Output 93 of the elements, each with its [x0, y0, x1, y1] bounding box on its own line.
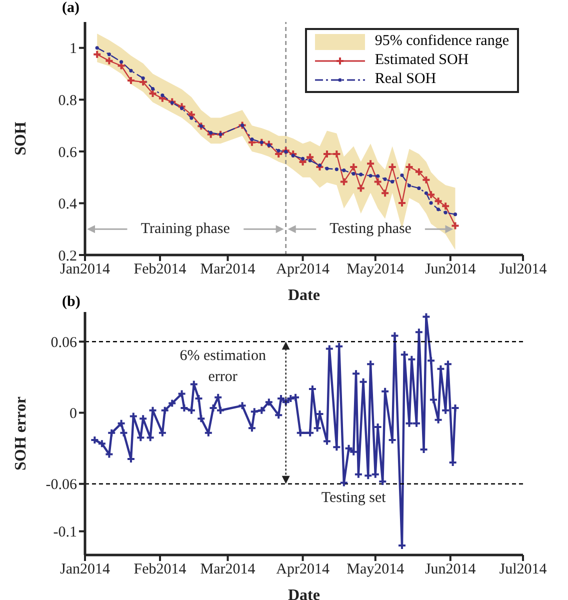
point — [95, 46, 99, 50]
y-tick-label: -0.1 — [53, 524, 77, 541]
chart-title: (a) — [62, 0, 80, 17]
point — [120, 60, 124, 64]
point — [160, 93, 164, 98]
x-tick-label: May2014 — [346, 562, 405, 578]
point — [400, 173, 404, 178]
point — [359, 172, 363, 176]
point — [308, 158, 312, 162]
point — [414, 167, 424, 176]
point — [291, 154, 295, 158]
point — [417, 186, 421, 190]
x-tick-label: Jan2014 — [60, 262, 110, 278]
point — [366, 159, 376, 168]
point — [170, 100, 174, 105]
point — [107, 52, 111, 56]
point — [436, 208, 440, 212]
point — [318, 164, 322, 168]
y-tick-label: 0.6 — [58, 144, 78, 161]
point — [383, 177, 387, 181]
point — [352, 172, 356, 176]
x-tick-label: Mar2014 — [200, 262, 256, 278]
point — [339, 177, 348, 186]
annotation: Training phase — [140, 220, 230, 240]
point — [422, 175, 431, 184]
point — [129, 68, 133, 72]
point — [453, 212, 458, 216]
x-axis-title: Date — [288, 287, 320, 304]
x-tick-label: Jul2014 — [499, 562, 548, 578]
point — [426, 190, 436, 200]
y-tick-label: 1 — [70, 41, 77, 58]
y-axis-title: SOH error — [12, 396, 30, 470]
point — [368, 174, 372, 178]
x-tick-label: Jan2014 — [60, 562, 110, 578]
y-tick-label: 0.4 — [58, 196, 78, 213]
point — [264, 140, 274, 149]
point — [238, 120, 247, 130]
x-tick-label: Jun2014 — [424, 562, 476, 578]
legend-label: Real SOH — [374, 71, 436, 88]
point — [180, 106, 184, 110]
point — [250, 137, 254, 142]
point — [373, 177, 382, 186]
point — [300, 156, 305, 160]
y-axis-title: SOH — [12, 121, 30, 156]
x-tick-label: Mar2014 — [200, 562, 256, 578]
point — [276, 148, 280, 152]
x-tick-label: Jul2014 — [499, 262, 548, 278]
y-tick-label: -0.06 — [46, 477, 78, 494]
point — [267, 143, 271, 148]
x-tick-label: Feb2014 — [134, 262, 187, 278]
point — [218, 132, 222, 136]
point — [257, 138, 266, 147]
x-tick-label: Apr2014 — [276, 262, 330, 278]
point — [434, 196, 443, 206]
point — [356, 184, 366, 193]
x-axis-title: Date — [288, 587, 320, 600]
point — [342, 168, 346, 172]
point — [376, 174, 380, 178]
point — [240, 123, 244, 128]
point — [284, 150, 288, 154]
point — [424, 191, 428, 195]
point — [429, 201, 433, 205]
annotation: 6% estimation error — [178, 346, 267, 387]
y-tick-label: 0.8 — [58, 92, 77, 109]
point — [390, 180, 394, 184]
point — [380, 188, 390, 198]
y-tick-label: 0.2 — [58, 248, 77, 264]
point — [141, 76, 145, 80]
chart-title: (b) — [62, 294, 80, 311]
y-tick-label: 0 — [70, 406, 77, 422]
point — [216, 130, 226, 139]
point — [441, 202, 450, 211]
point — [334, 168, 338, 172]
point — [325, 166, 329, 170]
point — [168, 97, 177, 106]
annotation: Testing set — [321, 490, 386, 507]
point — [150, 86, 155, 91]
x-tick-label: Feb2014 — [134, 562, 187, 578]
point — [407, 184, 412, 188]
point — [104, 56, 114, 66]
x-tick-label: Jun2014 — [424, 262, 476, 278]
point — [196, 122, 206, 131]
legend-label: Estimated SOH — [374, 52, 469, 69]
point — [444, 210, 448, 214]
point — [209, 131, 213, 135]
y-tick-label: 0.06 — [50, 334, 78, 351]
x-tick-label: Apr2014 — [276, 562, 330, 578]
annotation: Testing phase — [330, 220, 412, 240]
x-tick-label: May2014 — [346, 262, 405, 278]
point — [260, 140, 264, 144]
point — [190, 116, 194, 120]
point — [199, 124, 203, 128]
annotation: 95% confidence range — [374, 33, 509, 50]
